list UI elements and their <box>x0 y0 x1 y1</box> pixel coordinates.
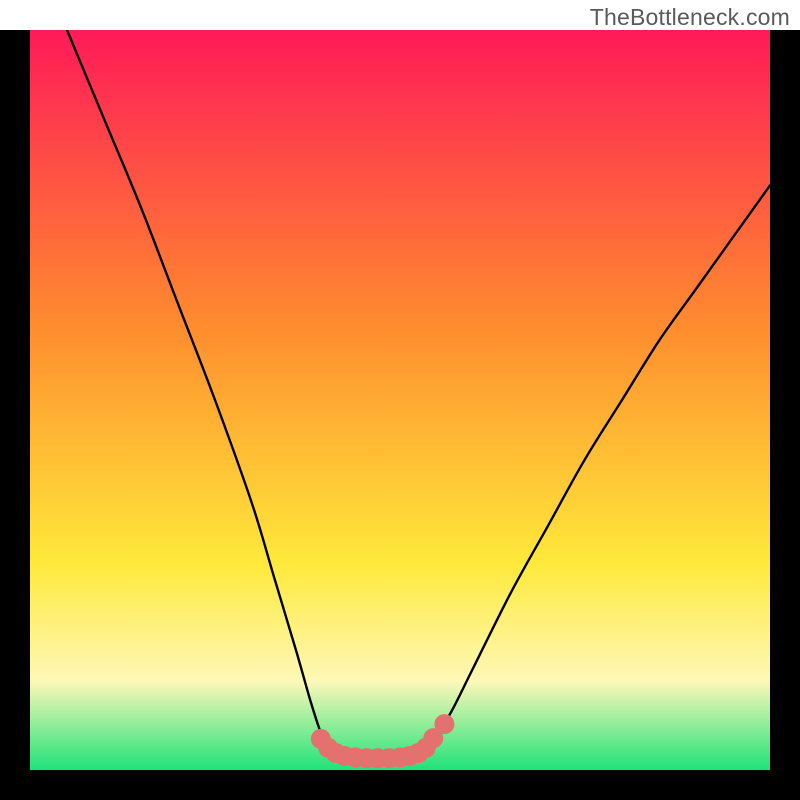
plot-frame <box>0 30 800 800</box>
gradient-background <box>30 30 770 770</box>
plot-svg <box>30 30 770 770</box>
watermark-text: TheBottleneck.com <box>590 4 790 31</box>
valley-marker <box>434 714 454 734</box>
figure-root: TheBottleneck.com <box>0 0 800 800</box>
plot-area <box>30 30 770 770</box>
